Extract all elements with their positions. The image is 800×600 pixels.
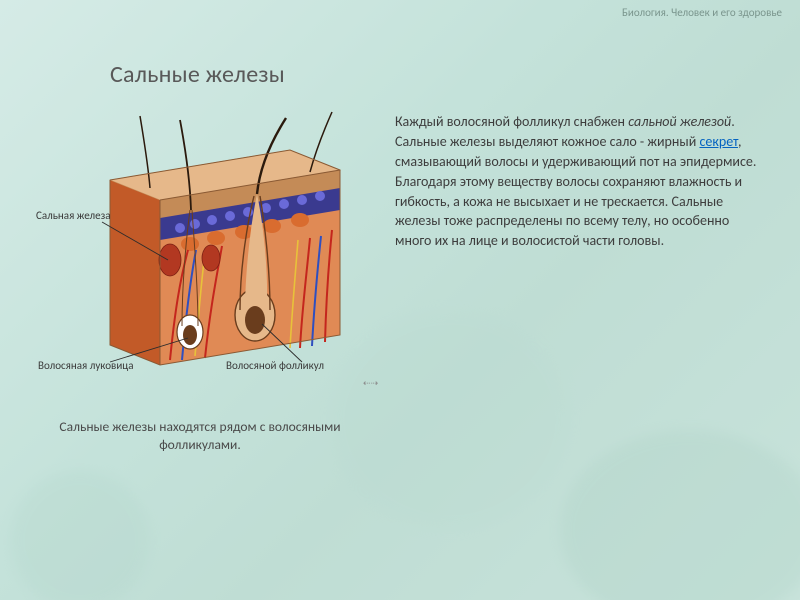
skin-diagram: Сальная железа Волосяная луковица Волося… <box>40 110 360 380</box>
body-italic: сальной железой <box>628 113 731 130</box>
bg-blob <box>560 430 800 600</box>
resize-handle-icon[interactable]: ⇠ ⇢ <box>363 378 377 389</box>
figure-caption: Сальные железы находятся рядом с волосян… <box>50 418 350 453</box>
body-text: Каждый волосяной фолликул снабжен <box>395 113 628 130</box>
label-hair-bulb: Волосяная луковица <box>38 360 134 372</box>
body-text: , смазывающий волосы и удерживающий пот … <box>395 133 756 249</box>
link-secret[interactable]: секрет <box>699 133 738 150</box>
bg-blob <box>330 310 570 530</box>
label-sebaceous-gland: Сальная железа <box>36 210 111 222</box>
bg-blob <box>10 470 150 600</box>
body-paragraph: Каждый волосяной фолликул снабжен сально… <box>395 112 765 251</box>
header-right: Биология. Человек и его здоровье <box>622 6 782 19</box>
page-title: Сальные железы <box>110 60 285 89</box>
label-hair-follicle: Волосяной фолликул <box>226 360 324 372</box>
